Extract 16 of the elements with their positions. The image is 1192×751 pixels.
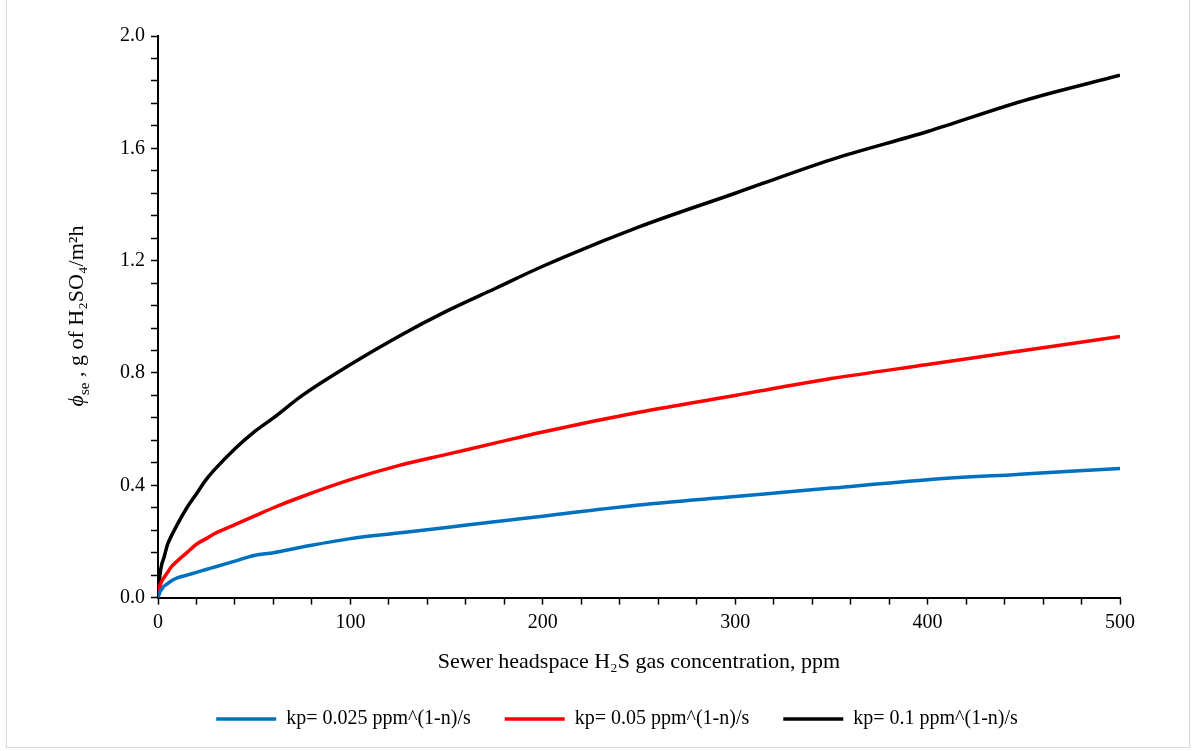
- x-tick-label: 200: [527, 609, 558, 632]
- x-axis-title: Sewer headspace H₂S gas concentration, ppm: [437, 647, 841, 673]
- x-tick-label: 0: [153, 609, 163, 632]
- y-tick-label: 1.2: [120, 247, 145, 270]
- legend-label: kp= 0.1 ppm^(1-n)/s: [853, 706, 1019, 730]
- x-tick-label: 400: [912, 609, 943, 632]
- x-tick-label: 300: [720, 609, 751, 632]
- x-tick-label: 500: [1105, 609, 1135, 632]
- legend-label: kp= 0.025 ppm^(1-n)/s: [286, 706, 471, 730]
- x-tick-label: 100: [335, 609, 366, 632]
- y-tick-label: 2.0: [120, 23, 145, 46]
- y-tick-label: 0.8: [120, 360, 145, 383]
- y-tick-label: 0.0: [120, 584, 145, 607]
- y-tick-label: 1.6: [120, 135, 145, 158]
- y-tick-label: 0.4: [120, 472, 145, 495]
- legend-label: kp= 0.05 ppm^(1-n)/s: [574, 706, 750, 730]
